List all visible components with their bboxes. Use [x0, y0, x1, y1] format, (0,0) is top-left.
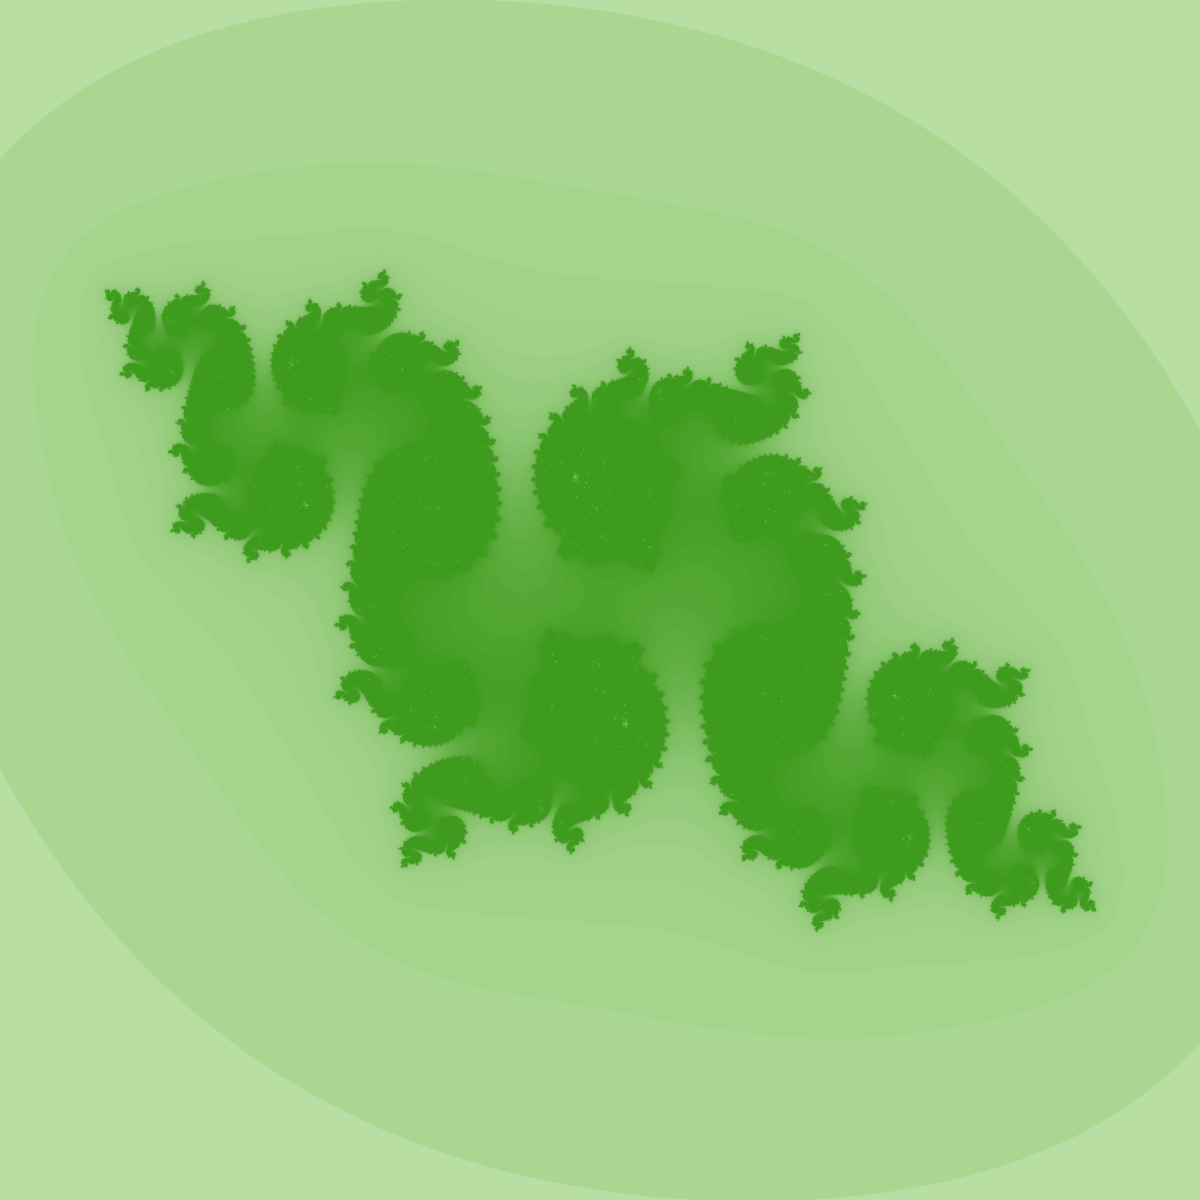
julia-set-fractal-image	[0, 0, 1200, 1200]
